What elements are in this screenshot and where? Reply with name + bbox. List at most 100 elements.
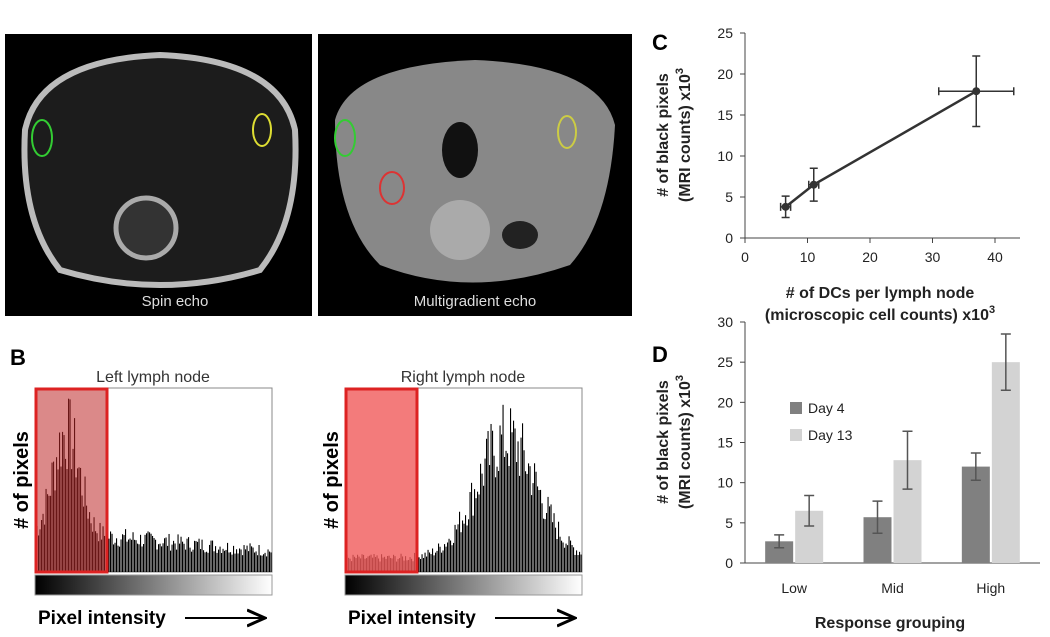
histogram-bar — [454, 524, 456, 572]
histogram-bar — [143, 543, 145, 572]
histogram-ylabel: # of pixels — [321, 431, 343, 529]
histogram-bar — [537, 486, 539, 572]
bar — [765, 541, 794, 563]
histogram-bar — [188, 537, 190, 572]
panel-label: A — [10, 30, 26, 55]
x-axis-label: # of DCs per lymph node — [786, 285, 975, 302]
histogram-bar — [450, 540, 452, 572]
histogram-bar — [164, 538, 166, 572]
histogram-bar — [573, 547, 575, 572]
histogram-bar — [206, 551, 208, 572]
histogram-bar — [257, 555, 259, 572]
histogram-bar — [468, 519, 470, 572]
histogram-bar — [544, 519, 546, 572]
histogram-bar — [532, 483, 534, 572]
histogram-bar — [504, 456, 506, 572]
y-tick-label: 20 — [717, 394, 733, 410]
histogram-bar — [111, 533, 113, 572]
histogram-bar — [119, 546, 121, 572]
x-tick-label: Low — [781, 580, 808, 596]
x-tick-label: 30 — [925, 249, 941, 265]
histogram-bar — [568, 536, 570, 572]
histogram-bar — [538, 490, 540, 572]
histogram-bar — [131, 539, 133, 572]
histogram-bar — [478, 494, 480, 572]
histogram-bar — [213, 551, 215, 572]
histogram-bar — [580, 554, 582, 572]
histogram-bar — [445, 546, 447, 572]
histogram-bar — [224, 550, 226, 572]
y-tick-label: 25 — [717, 25, 733, 41]
intensity-scale — [344, 574, 583, 596]
image-caption: Multigradient echo — [414, 293, 537, 310]
histogram-bar — [176, 549, 178, 572]
histogram-bar — [146, 533, 148, 572]
histogram-bar — [550, 504, 552, 572]
histogram-bar — [430, 554, 432, 572]
histogram-bar — [493, 455, 495, 572]
error-bar — [970, 452, 981, 482]
histogram-bar — [441, 552, 443, 572]
legend-label: Day 13 — [808, 427, 853, 443]
histogram-bar — [191, 551, 193, 572]
histogram-bar — [264, 552, 266, 572]
histogram-bar — [125, 529, 127, 572]
histogram-bar — [197, 541, 199, 572]
histogram-bar — [198, 538, 200, 572]
histogram-bar — [183, 543, 185, 572]
histogram-bar — [558, 521, 560, 572]
histogram-bar — [517, 441, 519, 572]
histogram-bar — [254, 552, 256, 572]
histogram-bar — [174, 543, 176, 572]
histogram-bar — [215, 546, 217, 572]
histogram-bar — [159, 543, 161, 572]
histogram-bar — [462, 520, 464, 572]
histogram-bar — [237, 553, 239, 572]
histogram-bar — [269, 551, 271, 572]
histogram-bar — [490, 423, 492, 572]
histogram-bar — [472, 515, 474, 572]
error-bar — [804, 494, 815, 527]
intensity-scale — [34, 574, 273, 596]
histogram-bar — [114, 542, 116, 572]
histogram-bar — [141, 546, 143, 572]
histogram-bar — [158, 544, 160, 572]
histogram-bar — [152, 535, 154, 572]
histogram-bar — [209, 544, 211, 572]
histogram-bar — [128, 539, 130, 572]
histogram-bar — [429, 552, 431, 572]
histogram-bar — [255, 551, 257, 572]
histogram-bar — [547, 496, 549, 572]
error-bar — [774, 534, 785, 549]
histogram-bar — [456, 529, 458, 572]
histogram-bar — [122, 534, 124, 572]
histogram-bar — [511, 432, 513, 572]
histogram-bar — [522, 423, 524, 572]
y-tick-label: 20 — [717, 66, 733, 82]
histogram-bar — [179, 543, 181, 572]
histogram-bar — [185, 549, 187, 572]
histogram-bar — [420, 558, 422, 572]
histogram-bar — [161, 546, 163, 572]
histogram-bar — [248, 551, 250, 572]
histogram-bar — [418, 557, 420, 572]
histogram-bar — [574, 554, 576, 572]
histogram-bar — [561, 540, 563, 572]
histogram-bar — [559, 536, 561, 572]
image-caption: Spin echo — [142, 293, 209, 310]
histogram-bar — [110, 531, 112, 572]
histogram-bar — [520, 437, 522, 572]
histogram-bar — [266, 556, 268, 572]
histogram-bar — [233, 545, 235, 572]
histogram-bar — [508, 465, 510, 572]
histogram-bar — [177, 534, 179, 572]
histogram-bar — [471, 482, 473, 572]
histogram-bar — [463, 523, 465, 572]
histogram-title: Right lymph node — [401, 369, 526, 386]
histogram-bar — [442, 550, 444, 572]
histogram-bar — [546, 512, 548, 572]
histogram-bar — [525, 471, 527, 572]
histogram-bar — [541, 503, 543, 572]
histogram-bar — [243, 545, 245, 572]
histogram-bar — [495, 477, 497, 572]
